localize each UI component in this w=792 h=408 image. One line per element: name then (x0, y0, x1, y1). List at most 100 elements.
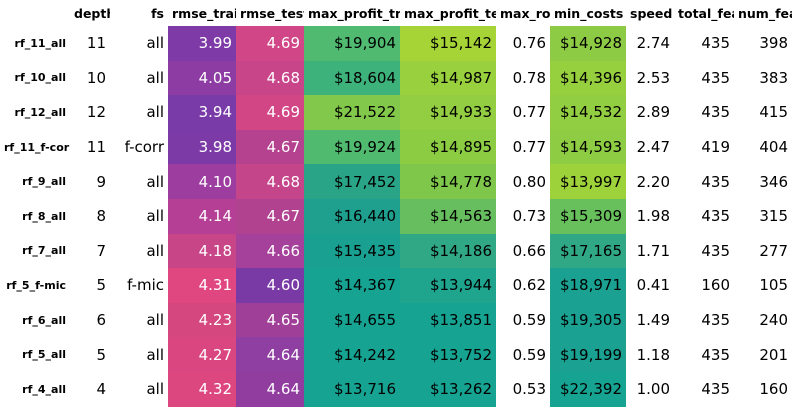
table-cell: 435 (701, 34, 730, 53)
table-cell: 1.71 (636, 241, 670, 260)
table-cell: 435 (701, 207, 730, 226)
table-cell: 435 (701, 345, 730, 364)
table-cell: $13,944 (400, 268, 496, 303)
table-cell: 4.60 (236, 268, 304, 303)
row-label: rf_11_f-corr (4, 140, 70, 154)
table-cell: $14,987 (400, 60, 496, 96)
table-cell: 0.77 (512, 103, 546, 122)
table-cell: 4.05 (168, 60, 236, 96)
table-cell: 1.00 (636, 380, 670, 399)
table-cell: 435 (701, 241, 730, 260)
table-body: rf_11_all 11 all 3.99 4.69 $19,904 $15,142 0.76… (0, 26, 792, 407)
table-cell: 3.98 (168, 129, 236, 165)
table-cell: 346 (759, 172, 788, 191)
table-cell: 3.94 (168, 95, 236, 130)
table-cell: 1.49 (636, 311, 670, 330)
table-cell: 1.98 (636, 207, 670, 226)
column-header[interactable]: max_roi (500, 5, 550, 21)
column-header[interactable]: max_profit_train (308, 5, 400, 21)
table-cell: $13,752 (400, 337, 496, 372)
row-label: rf_4_all (22, 382, 66, 396)
table-cell: 4.31 (168, 268, 236, 303)
table-cell: 160 (701, 276, 730, 295)
table-cell: $14,532 (550, 95, 626, 130)
table-cell: 0.59 (512, 345, 546, 364)
table-cell: 4.18 (168, 233, 236, 269)
table-cell: 12 (86, 103, 106, 122)
table-cell: 4.10 (168, 164, 236, 199)
table-row: rf_4_all 4 all 4.32 4.64 $13,716 $13,262 0.53 $2… (0, 371, 792, 407)
table-cell: 4.66 (236, 233, 304, 269)
table-cell: 4.68 (236, 60, 304, 96)
table-cell: 383 (759, 68, 788, 87)
table-cell: 0.41 (636, 276, 670, 295)
table-cell: all (146, 345, 164, 364)
column-header[interactable]: rmse_test (240, 5, 304, 21)
table-cell: $14,563 (400, 198, 496, 234)
table-cell: 0.73 (512, 207, 546, 226)
table-cell: 419 (701, 138, 730, 157)
table-row: rf_5_all 5 all 4.27 4.64 $14,242 $13,752 0.59 $1… (0, 337, 792, 372)
table-cell: all (146, 241, 164, 260)
table-cell: 3.99 (168, 26, 236, 61)
table-row: rf_11_all 11 all 3.99 4.69 $19,904 $15,142 0.76… (0, 26, 792, 61)
row-label: rf_8_all (22, 209, 66, 223)
table-cell: 4.67 (236, 129, 304, 165)
row-label: rf_5_all (22, 348, 66, 362)
table-cell: f-mic (127, 276, 164, 295)
table-cell: 9 (96, 172, 106, 191)
table-row: rf_11_f-corr 11 f-corr 3.98 4.67 $19,924 $14,8… (0, 129, 792, 165)
table-row: rf_9_all 9 all 4.10 4.68 $17,452 $14,778 0.80 $1… (0, 164, 792, 199)
table-row: rf_6_all 6 all 4.23 4.65 $14,655 $13,851 0.59 $1… (0, 302, 792, 338)
table-cell: all (146, 103, 164, 122)
table-cell: 201 (759, 345, 788, 364)
table-cell: $14,242 (304, 337, 400, 372)
table-cell: $14,186 (400, 233, 496, 269)
table-cell: $13,997 (550, 164, 626, 199)
table-cell: 160 (759, 380, 788, 399)
table-cell: $22,392 (550, 371, 626, 407)
table-cell: 0.78 (512, 68, 546, 87)
table-cell: 0.59 (512, 311, 546, 330)
table-cell: $21,522 (304, 95, 400, 130)
row-label: rf_11_all (14, 36, 66, 50)
column-header[interactable]: num_feat (738, 5, 792, 21)
column-header[interactable]: speed (630, 5, 673, 21)
table-cell: 4.67 (236, 198, 304, 234)
table-cell: $18,971 (550, 268, 626, 303)
table-cell: 2.47 (636, 138, 670, 157)
table-cell: 10 (86, 68, 106, 87)
column-header[interactable]: total_feat (678, 5, 734, 21)
table-cell: $15,309 (550, 198, 626, 234)
table-cell: $19,924 (304, 129, 400, 165)
table-row: rf_5_f-mic 5 f-mic 4.31 4.60 $14,367 $13,944 0.… (0, 268, 792, 303)
table-cell: 4.64 (236, 371, 304, 407)
table-cell: 11 (86, 34, 106, 53)
column-header[interactable]: depth (74, 5, 110, 21)
table-cell: 240 (759, 311, 788, 330)
table-row: rf_10_all 10 all 4.05 4.68 $18,604 $14,987 0.78… (0, 60, 792, 96)
index-header (0, 0, 70, 26)
table-cell: all (146, 172, 164, 191)
row-label: rf_6_all (22, 313, 66, 327)
table-cell: 5 (96, 345, 106, 364)
table-cell: 435 (701, 311, 730, 330)
table-cell: all (146, 311, 164, 330)
table-cell: 0.77 (512, 138, 546, 157)
row-label: rf_5_f-mic (6, 278, 66, 292)
column-header[interactable]: rmse_train (172, 5, 236, 21)
table-cell: $18,604 (304, 60, 400, 96)
column-header[interactable]: max_profit_test (404, 5, 496, 21)
table-cell: $14,933 (400, 95, 496, 130)
header-row: depth fs rmse_train rmse_test max_profit… (0, 0, 792, 26)
table-cell: 4.64 (236, 337, 304, 372)
table-cell: 4 (96, 380, 106, 399)
table-cell: 435 (701, 68, 730, 87)
table-cell: $14,593 (550, 129, 626, 165)
table-cell: 2.53 (636, 68, 670, 87)
table-cell: $14,895 (400, 129, 496, 165)
table-cell: 2.20 (636, 172, 670, 191)
column-header[interactable]: min_costs (554, 5, 624, 21)
row-label: rf_10_all (14, 71, 66, 85)
column-header[interactable]: fs (151, 5, 164, 21)
